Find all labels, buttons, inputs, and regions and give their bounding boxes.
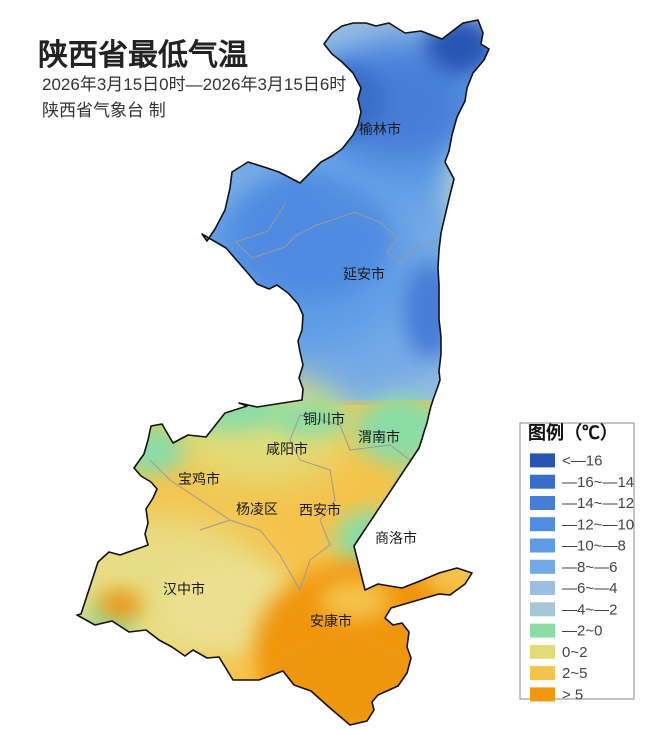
svg-text:宝鸡市: 宝鸡市	[178, 471, 220, 487]
svg-text:—4~—2: —4~—2	[562, 601, 617, 618]
svg-text:商洛市: 商洛市	[375, 530, 417, 546]
svg-text:—12~—10: —12~—10	[562, 516, 634, 533]
svg-text:咸阳市: 咸阳市	[266, 441, 308, 457]
svg-text:汉中市: 汉中市	[163, 581, 205, 597]
svg-text:—16~—14: —16~—14	[562, 474, 634, 491]
svg-text:渭南市: 渭南市	[358, 429, 400, 445]
svg-text:> 5: > 5	[562, 687, 583, 704]
svg-text:西安市: 西安市	[299, 502, 341, 518]
svg-text:安康市: 安康市	[310, 613, 352, 629]
svg-text:—6~—4: —6~—4	[562, 580, 617, 597]
svg-text:—8~—6: —8~—6	[562, 559, 617, 576]
svg-text:—2~0: —2~0	[562, 623, 602, 640]
svg-text:2~5: 2~5	[562, 665, 587, 682]
svg-text:0~2: 0~2	[562, 644, 587, 661]
svg-text:图例（℃）: 图例（℃）	[528, 422, 618, 443]
svg-text:榆林市: 榆林市	[359, 121, 401, 137]
svg-text:铜川市: 铜川市	[303, 411, 345, 427]
svg-text:延安市: 延安市	[343, 266, 385, 282]
svg-text:<—16: <—16	[562, 453, 602, 470]
svg-text:—10~—8: —10~—8	[562, 538, 626, 555]
svg-text:—14~—12: —14~—12	[562, 495, 634, 512]
svg-text:杨凌区: 杨凌区	[236, 501, 278, 517]
